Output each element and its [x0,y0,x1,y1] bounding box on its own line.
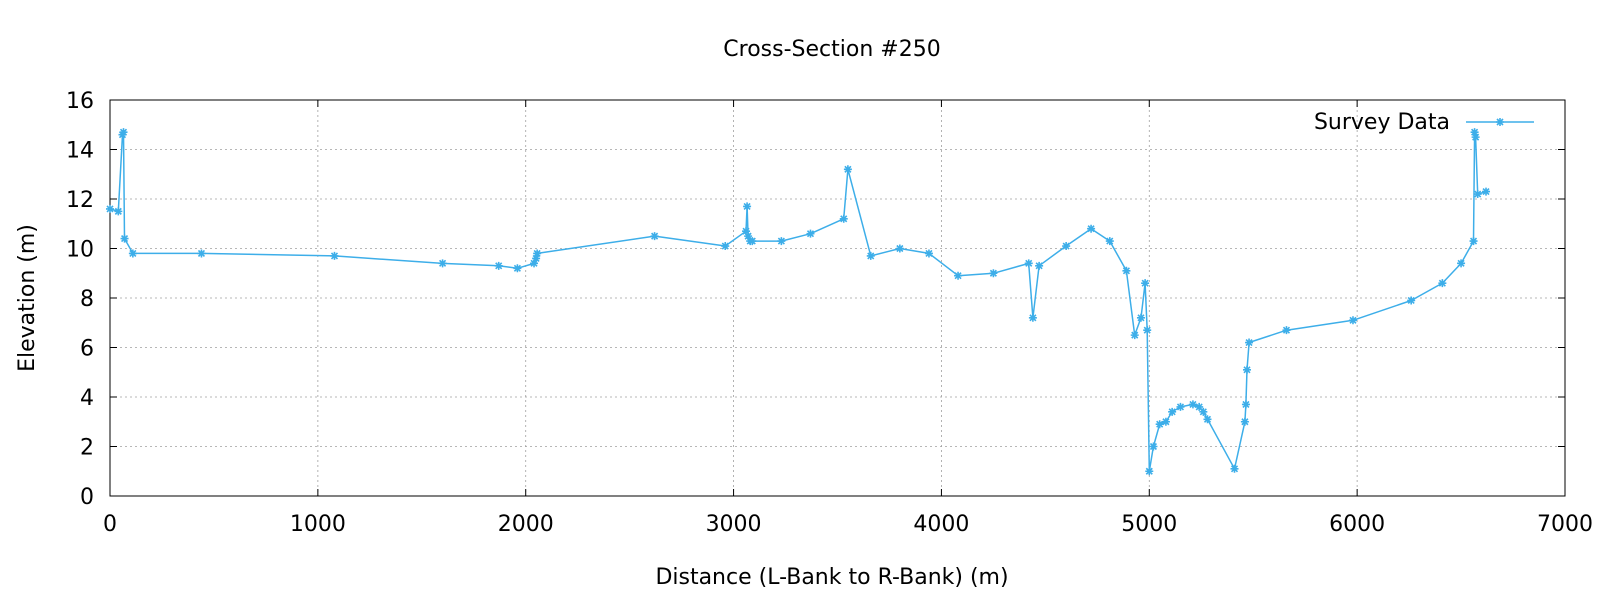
y-tick-label: 4 [80,386,94,411]
data-point [1105,237,1114,246]
data-point [1230,464,1239,473]
y-tick-label: 2 [80,436,94,461]
data-point [1130,331,1139,340]
data-point [533,249,542,258]
legend-label-survey-data: Survey Data [1314,110,1450,135]
plot-frame [109,99,1566,497]
data-point [1241,400,1250,409]
x-tick-labels: 0 1000 2000 3000 4000 5000 6000 7000 [103,512,1593,537]
y-tick-label: 6 [80,337,94,362]
data-point [1141,279,1150,288]
data-point [1199,407,1208,416]
data-point [1087,224,1096,233]
data-point [1473,190,1482,199]
data-point [866,251,875,260]
x-tick-label: 6000 [1329,512,1385,537]
data-point [532,254,541,263]
x-tick-label: 1000 [290,512,346,537]
data-point [1438,279,1447,288]
data-point [197,249,206,258]
data-point [1035,261,1044,270]
data-point [1195,402,1204,411]
data-point [1282,326,1291,335]
data-point [1028,313,1037,322]
data-point [954,271,963,280]
y-tick-labels: 0 2 4 6 8 10 12 14 16 [66,89,94,510]
data-point [1161,417,1170,426]
y-tick-label: 14 [66,139,94,164]
data-point [1240,417,1249,426]
data-point [1188,400,1197,409]
data-point [1122,266,1131,275]
y-tick-label: 16 [66,89,94,114]
x-tick-label: 7000 [1537,512,1593,537]
data-point [1136,313,1145,322]
y-tick-label: 0 [80,485,94,510]
data-point [494,261,503,270]
data-point [924,249,933,258]
data-point [1176,402,1185,411]
data-point [744,232,753,241]
data-point [806,229,815,238]
data-point [1168,407,1177,416]
data-point [777,237,786,246]
data-point [895,244,904,253]
data-point [1482,187,1491,196]
x-tick-label: 0 [103,512,117,537]
data-point [839,214,848,223]
data-point [1469,237,1478,246]
legend-marker-survey-data [1496,118,1504,126]
data-point [1457,259,1466,268]
data-point [1203,415,1212,424]
data-point [438,259,447,268]
data-point [330,251,339,260]
y-axis-label: Elevation (m) [15,224,40,372]
data-point [721,242,730,251]
data-point [1149,442,1158,451]
data-point [1242,365,1251,374]
series-line [109,131,1487,473]
data-point [748,237,757,246]
y-tick-label: 10 [66,238,94,263]
data-point [1245,338,1254,347]
data-point [106,204,114,213]
y-tick-label: 8 [80,287,94,312]
data-point [114,207,123,216]
data-point [989,269,998,278]
data-point [1348,316,1357,325]
data-point [530,259,539,268]
data-point [1407,296,1416,305]
legend: Survey Data [1314,110,1534,135]
data-point [1470,128,1479,137]
x-tick-label: 5000 [1121,512,1177,537]
x-tick-label: 3000 [706,512,762,537]
data-point [650,232,659,241]
data-point [1471,133,1480,142]
data-point [513,264,522,273]
legend-marker-star [1496,118,1504,126]
series-survey-data [106,128,1491,476]
data-point [1155,420,1164,429]
data-point [742,227,751,236]
data-point [119,128,128,137]
grid-lines [110,100,1565,496]
data-point [128,249,137,258]
x-axis-label: Distance (L-Bank to R-Bank) (m) [655,565,1008,590]
x-tick-label: 4000 [913,512,969,537]
data-point [1145,467,1154,476]
data-point [120,234,129,243]
y-tick-label: 12 [66,188,94,213]
x-tick-label: 2000 [498,512,554,537]
data-point [743,202,752,211]
data-point [1062,242,1071,251]
data-point [843,165,852,174]
data-point [1143,326,1152,335]
data-point [1024,259,1033,268]
data-point [118,130,127,139]
chart-title: Cross-Section #250 [723,37,940,62]
